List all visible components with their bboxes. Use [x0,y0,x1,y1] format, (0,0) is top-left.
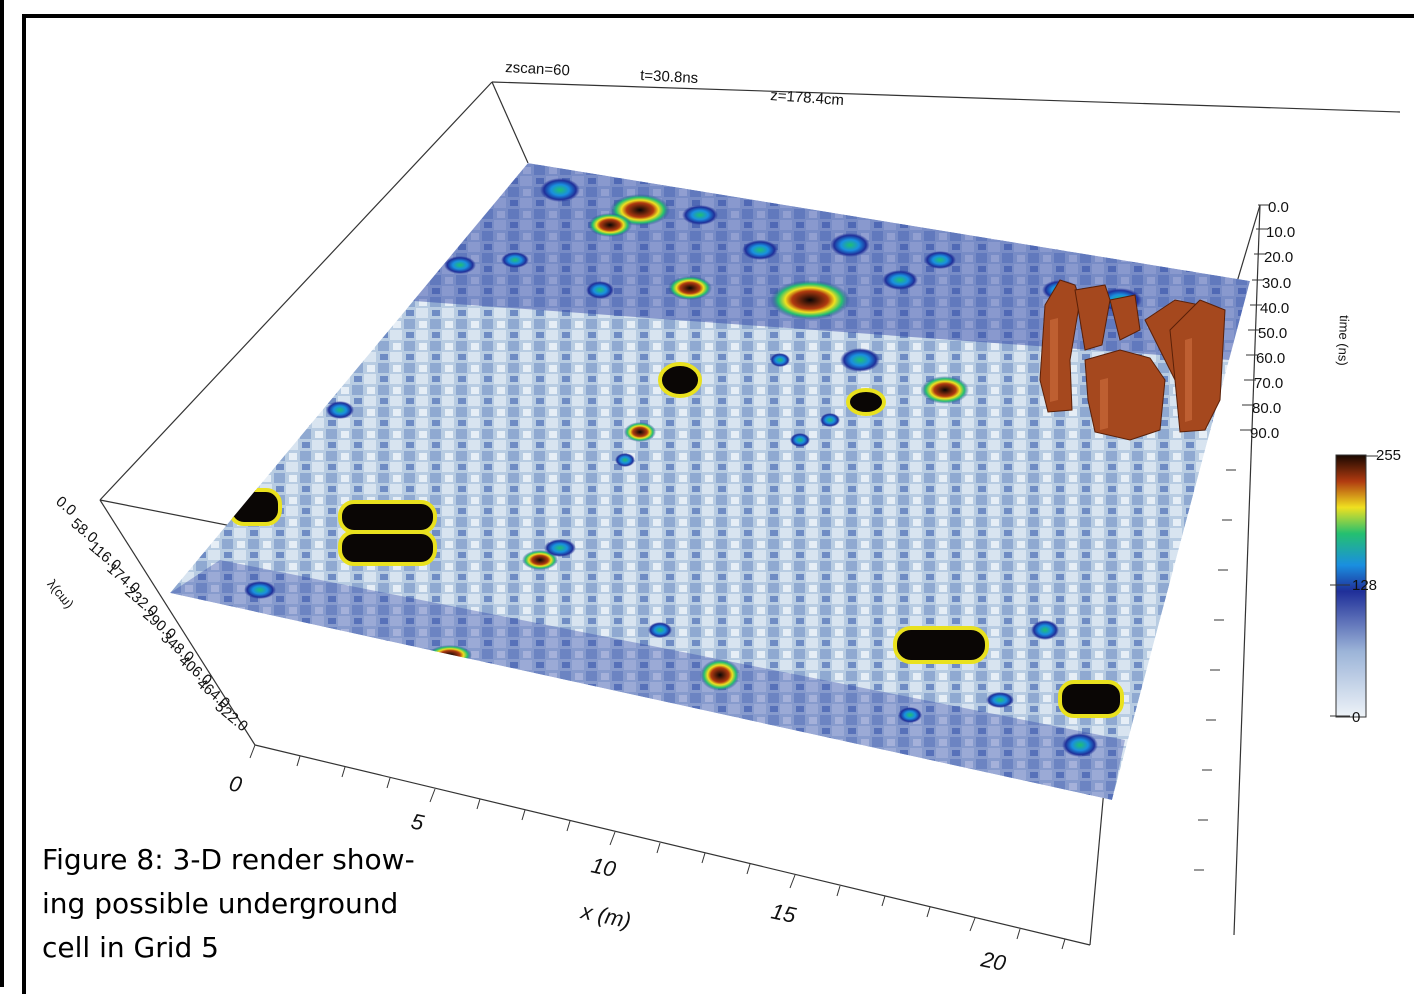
time-tick-label: 70.0 [1254,375,1283,392]
colorbar: 255 128 0 [1330,447,1401,726]
time-tick-label: 0.0 [1268,199,1289,216]
x-tick-label: 0 [227,770,245,797]
header-zscan: zscan=60 [505,59,570,79]
vertical-edge-ticks [1194,469,1236,871]
x-tick-label: 15 [769,898,799,928]
header-time: t=30.8ns [640,67,699,87]
header-depth: z=178.4cm [770,87,845,109]
x-tick-labels: 0 5 10 15 20 [227,770,1009,976]
x-tick-label: 20 [978,946,1009,976]
time-tick-label: 40.0 [1260,300,1289,317]
figure-caption: Figure 8: 3-D render show- ing possible … [42,838,462,970]
time-tick-label: 10.0 [1266,224,1295,241]
time-axis-label: time (ns) [1335,315,1352,366]
caption-line: cell in Grid 5 [42,931,219,964]
time-tick-label: 50.0 [1258,325,1287,342]
colorbar-fill [1335,454,1367,718]
x-axis-label: x (m) [578,898,633,933]
caption-line: ing possible underground [42,887,399,920]
x-tick-label: 5 [409,808,427,835]
time-tick-label: 20.0 [1264,249,1293,266]
y-tick-label: 0.0 [52,493,79,519]
y-axis-label: y(cm) [43,578,75,613]
time-tick-label: 60.0 [1256,350,1285,367]
figure-frame [22,14,1414,994]
isosurface-columns [1039,279,1226,441]
colorbar-min-label: 0 [1352,709,1360,726]
isosurface-highlights [1050,318,1192,430]
time-tick-label: 90.0 [1250,425,1279,442]
y-tick-labels: 0.0 58.0 116.0 174.0 232.0 290.0 348.0 4… [52,493,251,735]
time-tick-label: 30.0 [1262,275,1291,292]
caption-line: Figure 8: 3-D render show- [42,843,415,876]
time-tick-label: 80.0 [1252,400,1281,417]
time-axis [1240,204,1270,431]
x-tick-label: 10 [589,852,619,882]
page-border-left [0,0,4,987]
gpr-slice [170,163,1250,800]
colorbar-mid-label: 128 [1352,577,1377,594]
time-tick-labels: 0.0 10.0 20.0 30.0 40.0 50.0 60.0 70.0 8… [1250,199,1295,442]
x-axis-ticks [249,744,1066,950]
colorbar-max-label: 255 [1376,447,1401,464]
